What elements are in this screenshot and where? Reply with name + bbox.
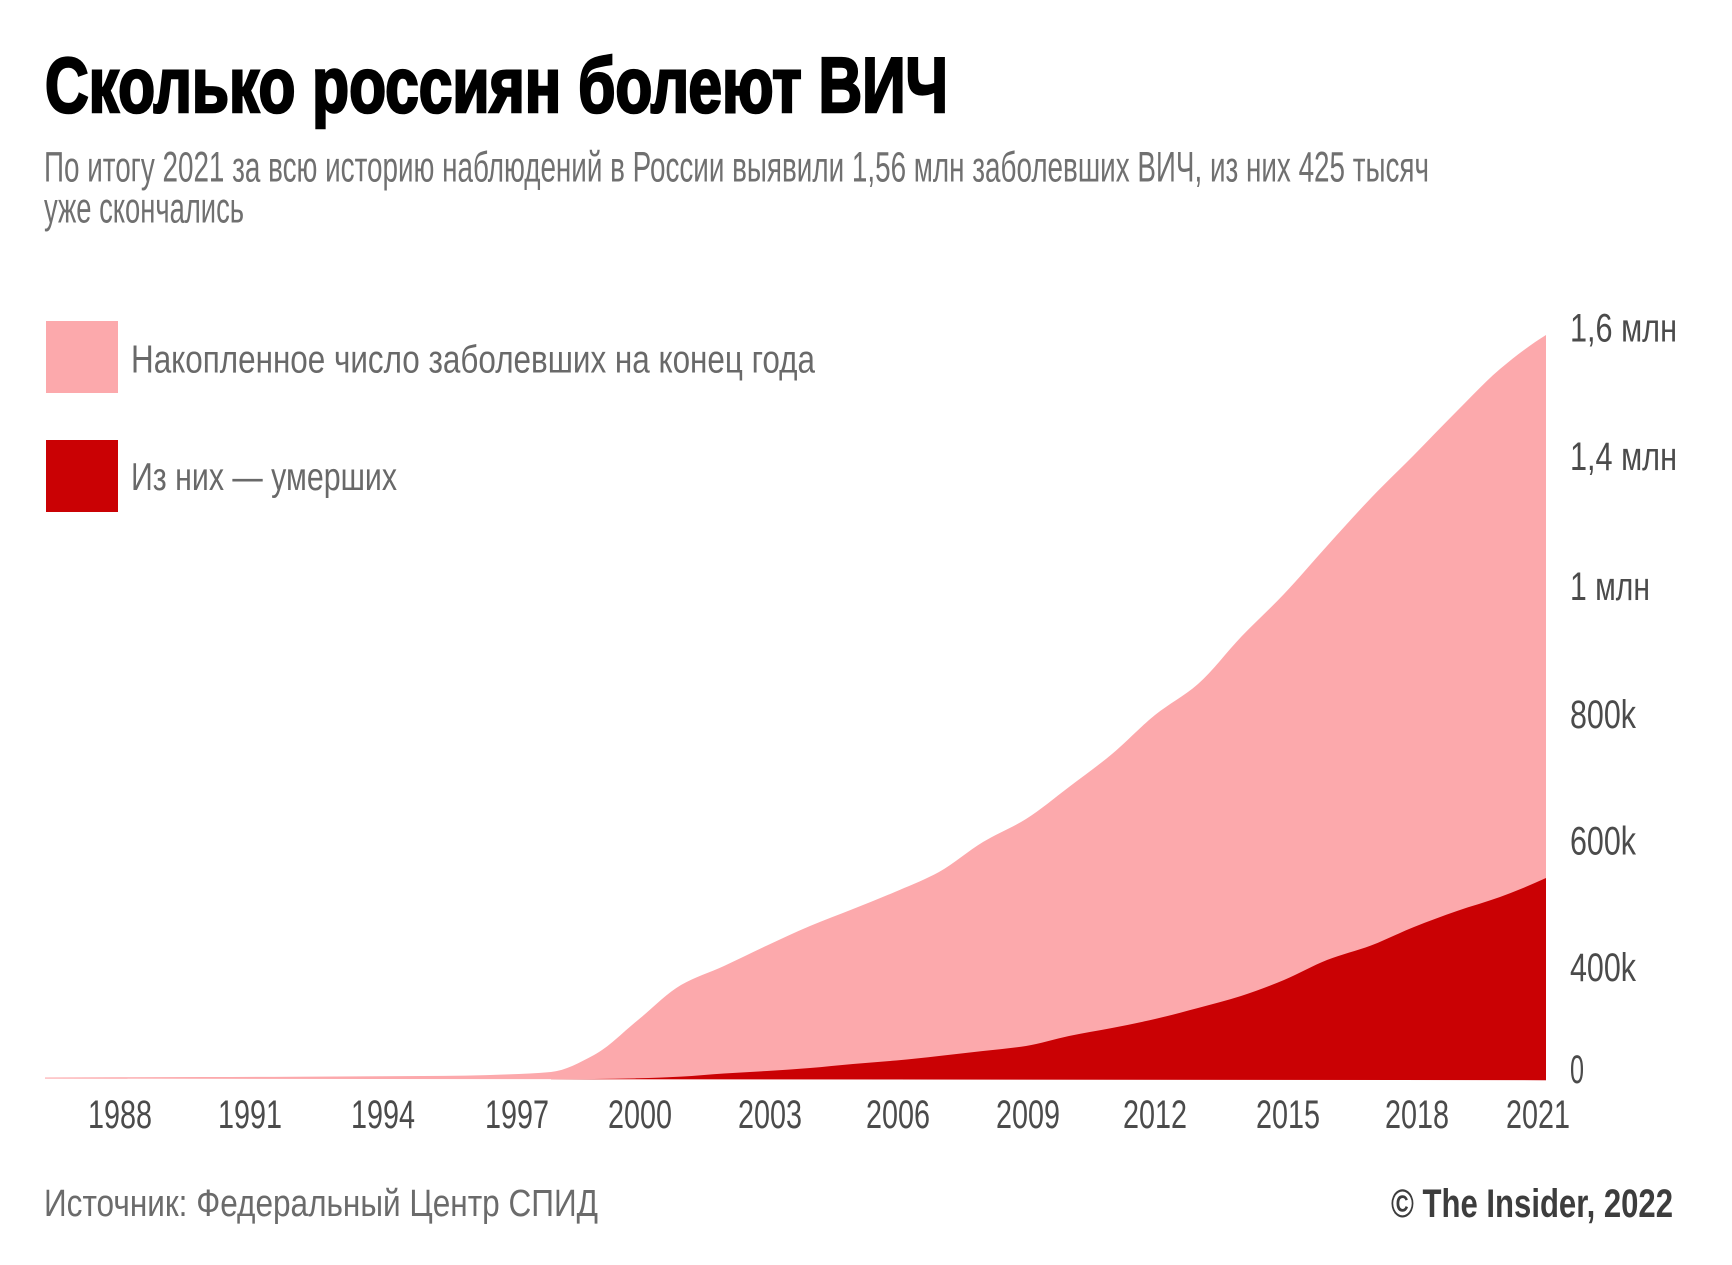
svg-text:1,6 млн: 1,6 млн — [1570, 307, 1677, 351]
svg-text:По итогу 2021 за всю историю н: По итогу 2021 за всю историю наблюдений … — [44, 144, 1429, 192]
svg-text:600k: 600k — [1570, 820, 1637, 864]
svg-text:2006: 2006 — [866, 1093, 930, 1137]
svg-text:800k: 800k — [1570, 693, 1637, 737]
svg-text:2015: 2015 — [1256, 1093, 1320, 1137]
svg-text:1997: 1997 — [485, 1093, 549, 1137]
svg-text:1991: 1991 — [218, 1093, 282, 1137]
svg-text:2021: 2021 — [1506, 1093, 1570, 1137]
svg-text:2018: 2018 — [1385, 1093, 1449, 1137]
svg-text:Источник: Федеральный Центр СП: Источник: Федеральный Центр СПИД — [44, 1183, 598, 1225]
svg-text:2003: 2003 — [738, 1093, 802, 1137]
svg-text:Сколько россиян болеют ВИЧ: Сколько россиян болеют ВИЧ — [45, 41, 948, 129]
svg-text:2012: 2012 — [1123, 1093, 1187, 1137]
svg-text:уже скончались: уже скончались — [44, 185, 244, 233]
svg-text:Из них — умерших: Из них — умерших — [131, 456, 397, 499]
svg-text:0: 0 — [1570, 1048, 1584, 1092]
svg-text:Накопленное число заболевших н: Накопленное число заболевших на конец го… — [131, 339, 815, 382]
svg-text:1 млн: 1 млн — [1570, 565, 1650, 609]
svg-text:1994: 1994 — [351, 1093, 415, 1137]
svg-text:1988: 1988 — [88, 1093, 152, 1137]
svg-text:2000: 2000 — [608, 1093, 672, 1137]
svg-text:400k: 400k — [1570, 946, 1637, 990]
svg-text:© The Insider, 2022: © The Insider, 2022 — [1391, 1182, 1673, 1226]
svg-text:2009: 2009 — [996, 1093, 1060, 1137]
svg-text:1,4 млн: 1,4 млн — [1570, 435, 1677, 479]
